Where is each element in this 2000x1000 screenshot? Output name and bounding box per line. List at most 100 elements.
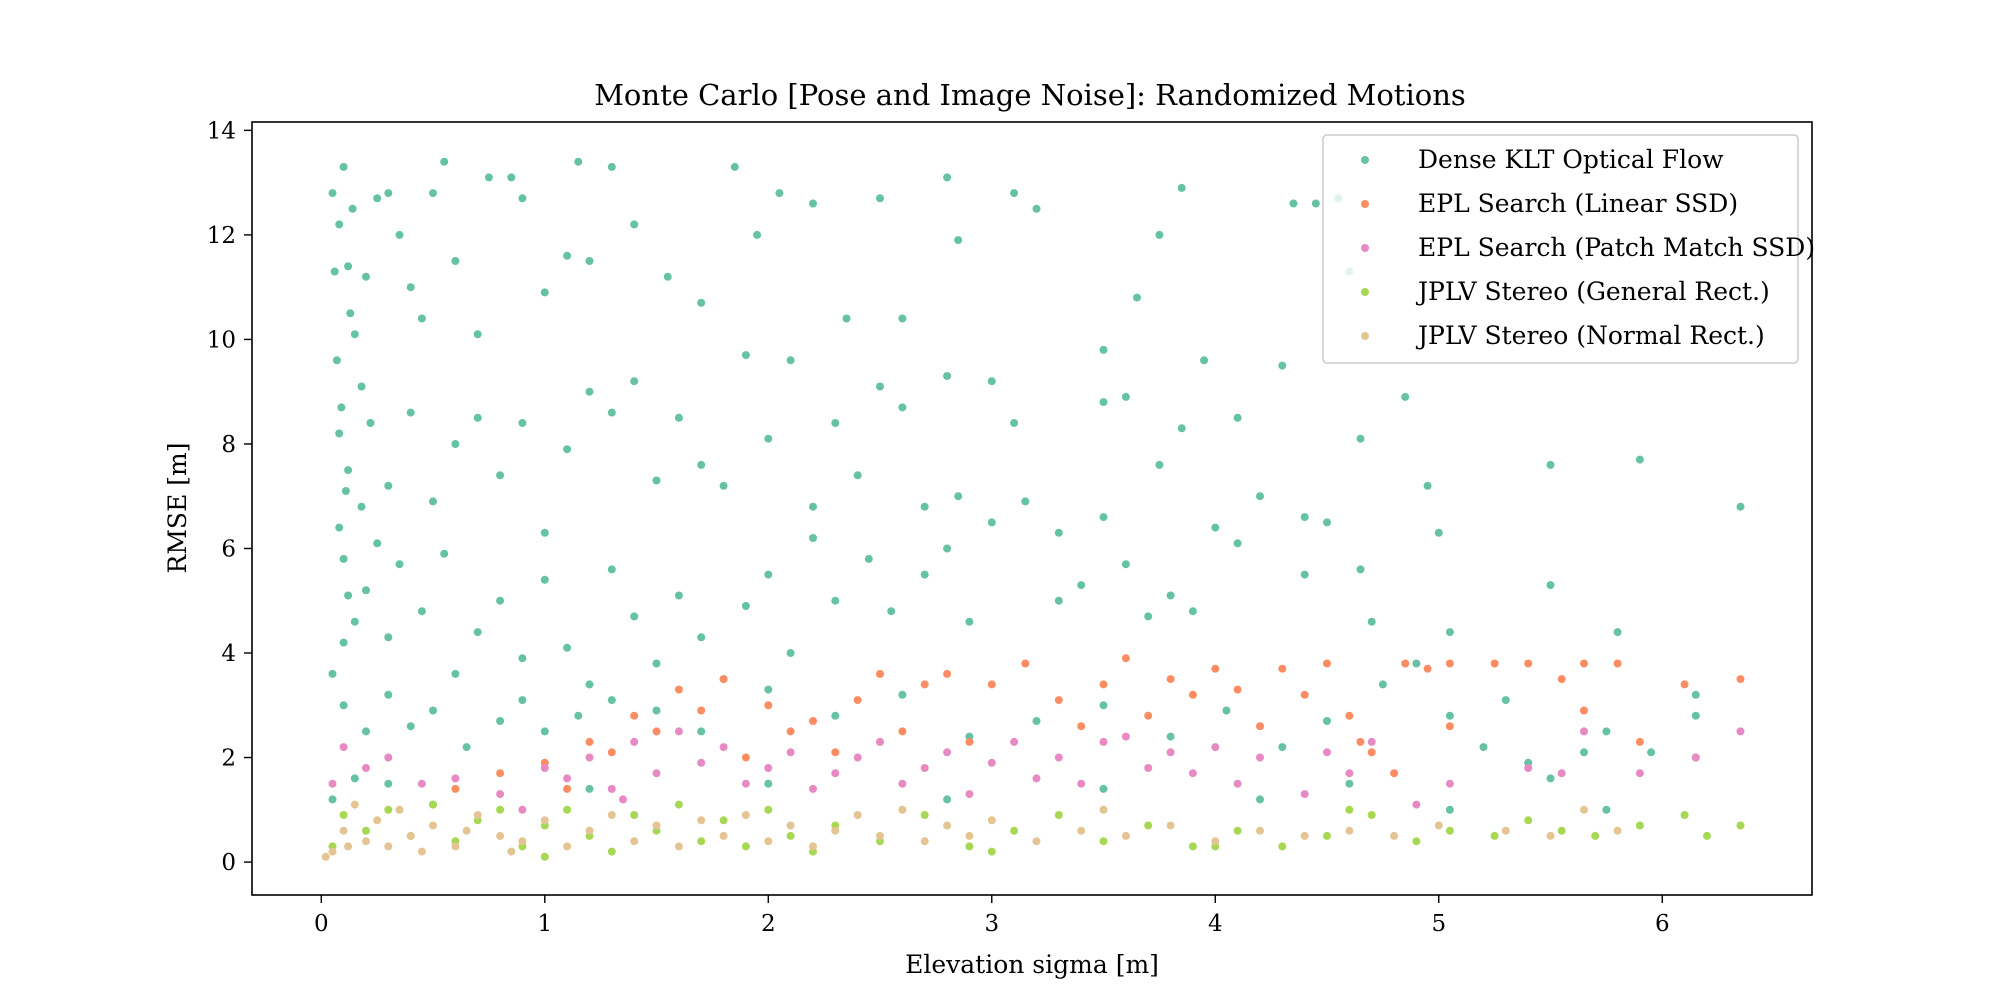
data-point <box>943 669 952 678</box>
data-point <box>1211 523 1220 532</box>
data-point <box>1613 826 1622 835</box>
data-point <box>674 413 683 422</box>
data-point <box>1580 748 1588 757</box>
data-point <box>366 419 375 427</box>
data-point <box>1166 748 1175 757</box>
data-point <box>674 685 683 694</box>
data-point <box>496 805 505 814</box>
data-point <box>1635 737 1644 746</box>
data-point <box>607 696 616 705</box>
data-point <box>920 680 929 689</box>
data-point <box>887 607 896 616</box>
data-point <box>943 173 952 182</box>
data-point <box>1010 419 1019 427</box>
data-point <box>585 826 594 835</box>
data-point <box>898 690 907 699</box>
data-point <box>1233 779 1242 788</box>
data-point <box>741 753 750 762</box>
data-point <box>384 805 393 814</box>
data-point <box>1166 821 1175 830</box>
data-point <box>652 821 661 830</box>
data-point <box>1099 737 1108 746</box>
data-point <box>1054 596 1063 605</box>
data-point <box>1166 732 1175 741</box>
data-point <box>1278 664 1287 673</box>
data-point <box>630 220 639 229</box>
data-point <box>652 659 661 668</box>
data-point <box>1445 826 1454 835</box>
data-point <box>339 826 348 835</box>
y-tick-label: 14 <box>207 118 236 144</box>
data-point <box>451 842 460 851</box>
data-point <box>585 753 594 762</box>
data-point <box>1524 659 1533 668</box>
data-point <box>540 764 549 772</box>
data-point <box>339 701 348 710</box>
data-point <box>1077 581 1086 590</box>
data-point <box>417 779 426 788</box>
x-axis-label: Elevation sigma [m] <box>905 950 1159 979</box>
data-point <box>607 162 616 171</box>
data-point <box>496 717 505 725</box>
x-tick-label: 0 <box>314 911 329 937</box>
data-point <box>429 189 437 198</box>
data-point <box>1591 831 1600 840</box>
legend: Dense KLT Optical Flow EPL Search (Linear… <box>1322 134 1815 364</box>
series-4-points <box>321 800 1622 861</box>
y-axis: 0 2 4 6 8 10 12 14 <box>207 118 252 876</box>
data-point <box>764 764 773 772</box>
data-point <box>943 748 952 757</box>
data-point <box>1691 690 1700 699</box>
data-point <box>1032 204 1041 213</box>
data-point <box>809 717 817 725</box>
data-point <box>1323 518 1331 527</box>
data-point <box>395 230 404 239</box>
data-point <box>1524 764 1533 772</box>
data-point <box>943 821 952 830</box>
data-point <box>1367 748 1376 757</box>
data-point <box>337 403 346 412</box>
y-tick-label: 0 <box>221 850 236 876</box>
data-point <box>1054 528 1063 537</box>
data-point <box>954 492 963 501</box>
legend-label: Dense KLT Optical Flow <box>1418 145 1724 174</box>
data-point <box>518 654 527 663</box>
data-point <box>876 669 884 678</box>
data-point <box>1401 392 1410 401</box>
data-point <box>1323 748 1331 757</box>
data-point <box>697 298 706 307</box>
data-point <box>1233 826 1242 835</box>
data-point <box>1323 659 1331 668</box>
data-point <box>831 419 840 427</box>
data-point <box>1635 455 1644 464</box>
data-point <box>1233 413 1242 422</box>
data-point <box>540 727 549 736</box>
data-point <box>764 570 773 579</box>
data-point <box>753 230 762 239</box>
data-point <box>518 837 527 846</box>
data-point <box>1010 826 1019 835</box>
data-point <box>1211 743 1220 752</box>
data-point <box>540 288 549 297</box>
legend-label: JPLV Stereo (General Rect.) <box>1415 277 1770 306</box>
points-layer <box>321 157 1745 861</box>
data-point <box>1032 717 1041 725</box>
data-point <box>607 784 616 793</box>
data-point <box>1099 680 1108 689</box>
data-point <box>920 764 929 772</box>
data-point <box>357 502 366 511</box>
data-point <box>1546 581 1555 590</box>
data-point <box>417 607 426 616</box>
series-3-points <box>328 800 1745 861</box>
data-point <box>451 440 460 448</box>
data-point <box>674 800 683 809</box>
data-point <box>607 847 616 856</box>
plot-frame <box>251 121 1813 896</box>
data-point <box>341 487 350 495</box>
data-point <box>563 805 572 814</box>
data-point <box>1546 831 1555 840</box>
data-point <box>496 769 505 778</box>
data-point <box>429 821 437 830</box>
legend-marker <box>1361 244 1369 252</box>
data-point <box>697 816 706 825</box>
